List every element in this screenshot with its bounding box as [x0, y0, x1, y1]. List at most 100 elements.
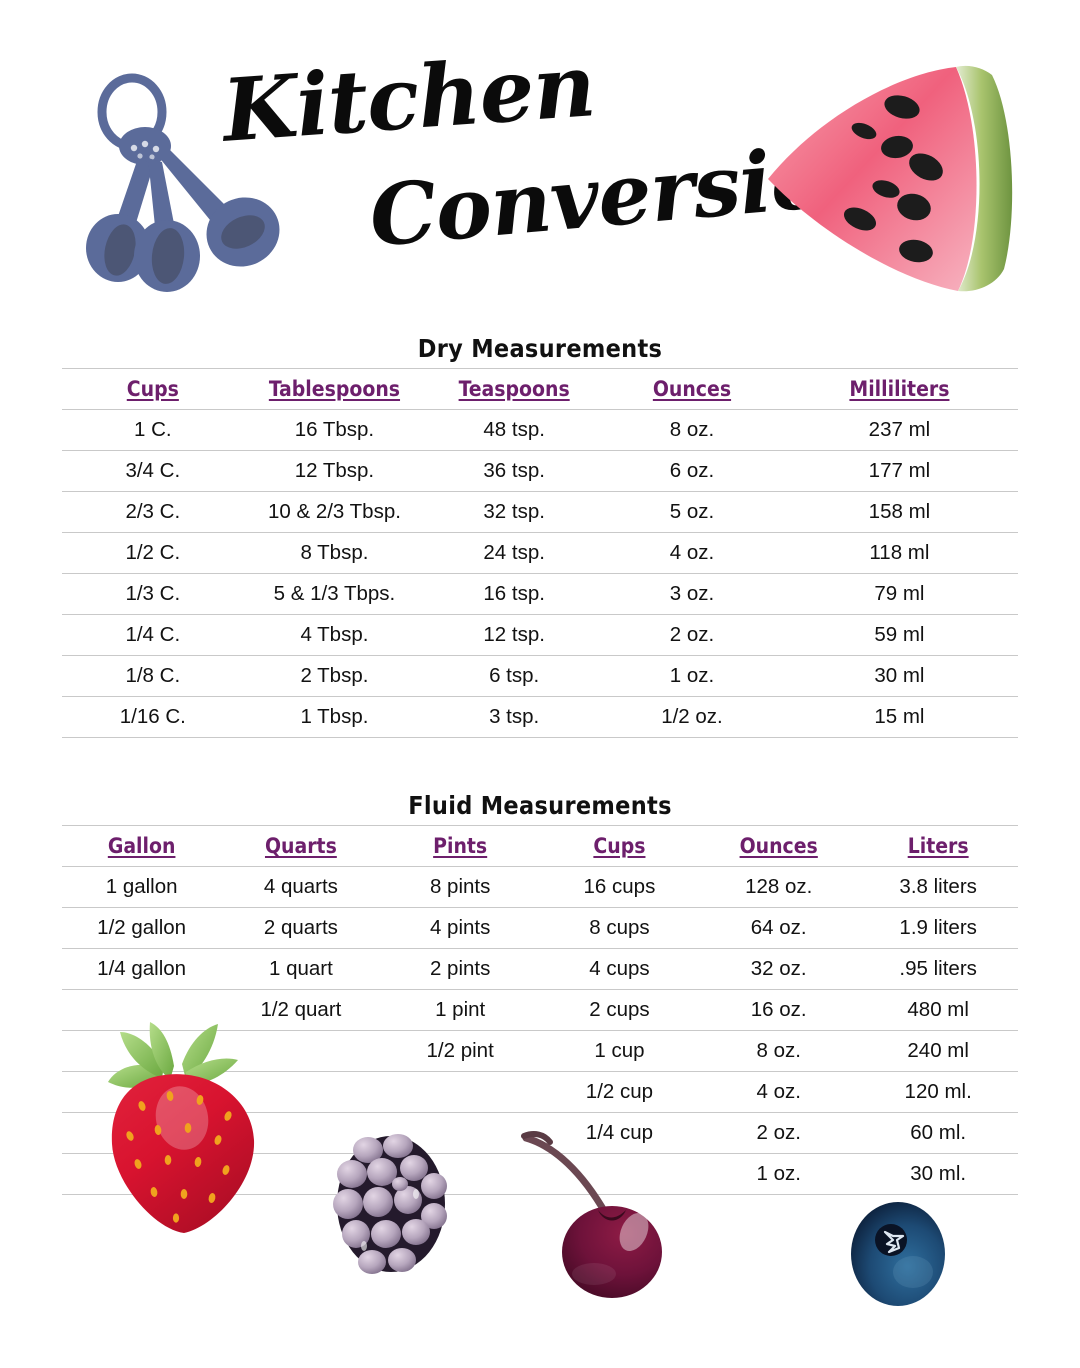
- fluid-column-header-label: Pints: [433, 834, 488, 858]
- table-cell: 480 ml: [858, 989, 1018, 1031]
- table-cell: 8 Tbsp.: [243, 532, 426, 574]
- title-line-kitchen: Kitchen: [219, 35, 598, 162]
- table-cell: [539, 1153, 700, 1195]
- table-cell: 8 oz.: [699, 1030, 859, 1072]
- page-title: Kitchen Conversions: [215, 35, 935, 290]
- table-row: 3/4 C. 12 Tbsp. 36 tsp. 6 oz. 177 ml: [62, 450, 1018, 492]
- table-cell: 8 pints: [380, 866, 540, 908]
- table-cell: 4 Tbsp.: [243, 614, 426, 656]
- dry-measurements-title: Dry Measurements: [417, 334, 663, 363]
- table-row: 2/3 C. 10 & 2/3 Tbsp. 32 tsp. 5 oz. 158 ml: [62, 491, 1018, 533]
- table-cell: 59 ml: [780, 614, 1018, 656]
- table-cell: [221, 1030, 381, 1072]
- dry-column-header-label: Ounces: [652, 377, 732, 401]
- table-cell: 16 tsp.: [425, 573, 604, 615]
- measuring-spoons-icon: [70, 60, 300, 300]
- table-cell: 1 oz.: [699, 1153, 859, 1195]
- fluid-table-body: 1 gallon 4 quarts 8 pints 16 cups 128 oz. 3.8…: [62, 866, 1018, 1195]
- table-cell: 8 cups: [539, 907, 700, 949]
- table-cell: 2 Tbsp.: [243, 655, 426, 697]
- table-row: 1/2 quart 1 pint 2 cups 16 oz. 480 ml: [62, 989, 1018, 1031]
- table-row: 1/4 cup 2 oz. 60 ml.: [62, 1112, 1018, 1154]
- table-cell: 3 tsp.: [425, 696, 604, 738]
- table-cell: 12 Tbsp.: [243, 450, 426, 492]
- table-cell: 16 oz.: [699, 989, 859, 1031]
- table-cell: 1 C.: [62, 409, 244, 451]
- table-row: 1/2 cup 4 oz. 120 ml.: [62, 1071, 1018, 1113]
- table-cell: [62, 1030, 222, 1072]
- table-cell: 2 quarts: [221, 907, 381, 949]
- table-cell: 3.8 liters: [858, 866, 1018, 908]
- table-row: 1/2 pint 1 cup 8 oz. 240 ml: [62, 1030, 1018, 1072]
- table-cell: 1/2 C.: [62, 532, 244, 574]
- table-cell: 120 ml.: [858, 1071, 1018, 1113]
- table-row: 1 oz. 30 ml.: [62, 1153, 1018, 1195]
- table-cell: 1/2 gallon: [62, 907, 222, 949]
- table-cell: 1/8 C.: [62, 655, 244, 697]
- table-cell: 1 cup: [539, 1030, 700, 1072]
- table-cell: 5 oz.: [603, 491, 781, 533]
- table-cell: 1 gallon: [62, 866, 222, 908]
- dry-table-header: Cups Tablespoons Teaspoons Ounces Milliliter…: [62, 368, 1018, 410]
- table-cell: 79 ml: [780, 573, 1018, 615]
- table-cell: 48 tsp.: [425, 409, 604, 451]
- table-cell: [62, 1153, 222, 1195]
- table-cell: 240 ml: [858, 1030, 1018, 1072]
- table-cell: 3 oz.: [603, 573, 781, 615]
- table-cell: 2 pints: [380, 948, 540, 990]
- fluid-table-header: Gallon Quarts Pints Cups Ounces Liters: [62, 825, 1018, 867]
- table-cell: 6 oz.: [603, 450, 781, 492]
- table-cell: 237 ml: [780, 409, 1018, 451]
- fluid-header-row: Gallon Quarts Pints Cups Ounces Liters: [62, 825, 1018, 867]
- fluid-column-header-label: Quarts: [264, 834, 337, 858]
- dry-measurements-table-wrap: Cups Tablespoons Teaspoons Ounces Milliliter…: [62, 368, 1018, 738]
- table-cell: 1/3 C.: [62, 573, 244, 615]
- table-cell: [62, 989, 222, 1031]
- table-cell: 4 cups: [539, 948, 700, 990]
- fluid-column-header-label: Ounces: [739, 834, 818, 858]
- table-cell: 60 ml.: [858, 1112, 1018, 1154]
- table-cell: 1/4 cup: [539, 1112, 700, 1154]
- table-cell: .95 liters: [858, 948, 1018, 990]
- table-cell: 3/4 C.: [62, 450, 244, 492]
- dry-column-header-cups: Cups: [62, 368, 244, 410]
- dry-column-header-label: Teaspoons: [458, 377, 570, 401]
- dry-measurements-table: Cups Tablespoons Teaspoons Ounces Milliliter…: [62, 368, 1018, 738]
- table-row: 1/3 C. 5 & 1/3 Tbps. 16 tsp. 3 oz. 79 ml: [62, 573, 1018, 615]
- table-cell: 177 ml: [780, 450, 1018, 492]
- table-cell: 1 Tbsp.: [243, 696, 426, 738]
- table-cell: 36 tsp.: [425, 450, 604, 492]
- table-cell: 4 quarts: [221, 866, 381, 908]
- fluid-column-header-ounces: Ounces: [699, 825, 859, 867]
- table-cell: [380, 1153, 540, 1195]
- table-cell: 1/4 gallon: [62, 948, 222, 990]
- watermelon-slice-icon: [760, 55, 1020, 305]
- table-cell: 12 tsp.: [425, 614, 604, 656]
- table-cell: 10 & 2/3 Tbsp.: [243, 491, 426, 533]
- table-cell: 2 oz.: [699, 1112, 859, 1154]
- table-cell: 15 ml: [780, 696, 1018, 738]
- table-cell: [380, 1071, 540, 1113]
- table-row: 1/4 gallon 1 quart 2 pints 4 cups 32 oz. .95 …: [62, 948, 1018, 990]
- table-row: 1/2 gallon 2 quarts 4 pints 8 cups 64 oz. 1.9…: [62, 907, 1018, 949]
- fluid-column-header-gallon: Gallon: [62, 825, 222, 867]
- dry-column-header-teaspoons: Teaspoons: [425, 368, 604, 410]
- table-cell: 24 tsp.: [425, 532, 604, 574]
- table-cell: 4 oz.: [699, 1071, 859, 1113]
- dry-column-header-label: Milliliters: [849, 377, 950, 401]
- table-cell: 1/4 C.: [62, 614, 244, 656]
- table-cell: 30 ml.: [858, 1153, 1018, 1195]
- table-cell: 6 tsp.: [425, 655, 604, 697]
- table-cell: 1/2 cup: [539, 1071, 700, 1113]
- table-cell: 4 oz.: [603, 532, 781, 574]
- fluid-column-header-quarts: Quarts: [221, 825, 381, 867]
- table-cell: 118 ml: [780, 532, 1018, 574]
- table-cell: [221, 1112, 381, 1154]
- table-row: 1/16 C. 1 Tbsp. 3 tsp. 1/2 oz. 15 ml: [62, 696, 1018, 738]
- fluid-column-header-pints: Pints: [380, 825, 540, 867]
- table-cell: 30 ml: [780, 655, 1018, 697]
- dry-column-header-ounces: Ounces: [603, 368, 781, 410]
- table-cell: 2/3 C.: [62, 491, 244, 533]
- dry-column-header-tablespoons: Tablespoons: [243, 368, 426, 410]
- table-cell: 5 & 1/3 Tbps.: [243, 573, 426, 615]
